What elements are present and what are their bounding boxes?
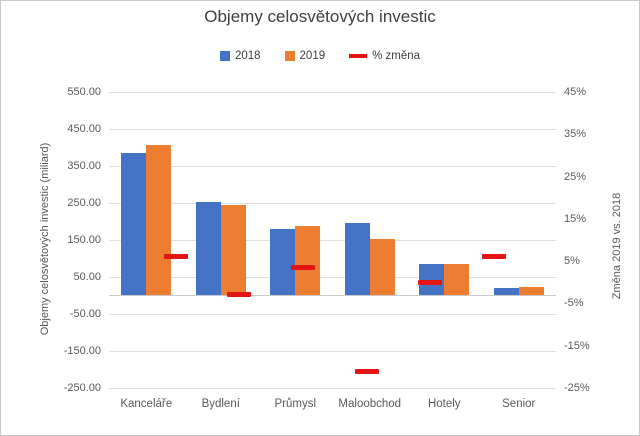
legend-label-2018: 2018 xyxy=(234,50,261,62)
legend: 2018 2019 % změna xyxy=(1,50,639,62)
gridline xyxy=(109,350,556,352)
y-axis-left-tick: 50.00 xyxy=(73,271,101,283)
legend-label-2019: 2019 xyxy=(299,50,326,62)
y-axis-left-tick: -150.00 xyxy=(63,345,101,357)
legend-item-2018: 2018 xyxy=(219,50,261,62)
chart-title: Objemy celosvětových investic xyxy=(204,7,436,26)
gridline xyxy=(109,202,556,204)
gridline xyxy=(109,387,556,389)
y-axis-right-tick: 35% xyxy=(564,128,587,141)
bar-2018 xyxy=(419,263,444,296)
legend-swatch-2018 xyxy=(219,51,230,61)
gridline xyxy=(109,313,556,315)
y-axis-right-tick: -25% xyxy=(564,382,590,394)
y-axis-left-tick: 450.00 xyxy=(67,123,101,135)
x-axis-category-label: Bydlení xyxy=(201,398,240,410)
bar-2018 xyxy=(121,153,146,296)
pct-change-dash xyxy=(163,254,188,260)
gridline xyxy=(109,165,556,167)
x-axis-line xyxy=(109,295,556,296)
y-axis-left-tick: 350.00 xyxy=(67,160,101,172)
pct-change-dash xyxy=(227,292,252,298)
legend-item-pct-change: % změna xyxy=(349,50,420,62)
y-axis-right-tick: 25% xyxy=(564,170,587,183)
bar-2019 xyxy=(369,239,395,296)
pct-change-dash xyxy=(418,279,443,285)
gridline xyxy=(109,239,556,241)
y-axis-right-tick: -5% xyxy=(564,297,584,310)
bar-2019 xyxy=(146,144,171,296)
y-axis-right-tick: 45% xyxy=(564,86,587,98)
legend-label-pct-change: % změna xyxy=(372,50,421,62)
bar-2018 xyxy=(493,287,519,296)
x-axis-category-label: Kanceláře xyxy=(120,398,173,410)
gridline xyxy=(109,91,556,93)
y-axis-right-tick: 5% xyxy=(564,255,580,268)
bar-2019 xyxy=(444,263,469,296)
x-axis-category-label: Hotely xyxy=(427,398,461,410)
bar-2018 xyxy=(344,223,370,296)
pct-change-dash xyxy=(481,254,506,260)
y-axis-right-tick: 15% xyxy=(564,212,587,225)
legend-swatch-pct-change xyxy=(349,54,368,58)
bar-2019 xyxy=(295,225,320,296)
y-axis-left-tick: 550.00 xyxy=(67,86,101,98)
bar-2019 xyxy=(518,286,544,296)
gridline xyxy=(109,276,556,278)
bar-2019 xyxy=(220,205,246,296)
x-axis-category-label: Senior xyxy=(502,398,536,410)
x-axis-category-label: Průmysl xyxy=(274,398,317,410)
legend-item-2019: 2019 xyxy=(284,50,326,62)
pct-change-dash xyxy=(354,368,379,374)
x-axis-category-label: Maloobchod xyxy=(338,398,402,410)
pct-change-dash xyxy=(290,264,315,270)
y-axis-left-tick: 150.00 xyxy=(67,234,101,246)
y-axis-left-tick: -250.00 xyxy=(63,382,101,394)
y-axis-right-tick: -15% xyxy=(564,339,590,352)
y-axis-left-tick: -50.00 xyxy=(69,308,101,320)
y-axis-left-tick: 250.00 xyxy=(67,197,101,209)
bar-2018 xyxy=(195,202,221,296)
bar-2018 xyxy=(270,228,295,296)
gridline xyxy=(109,128,556,130)
legend-swatch-2019 xyxy=(284,51,295,61)
